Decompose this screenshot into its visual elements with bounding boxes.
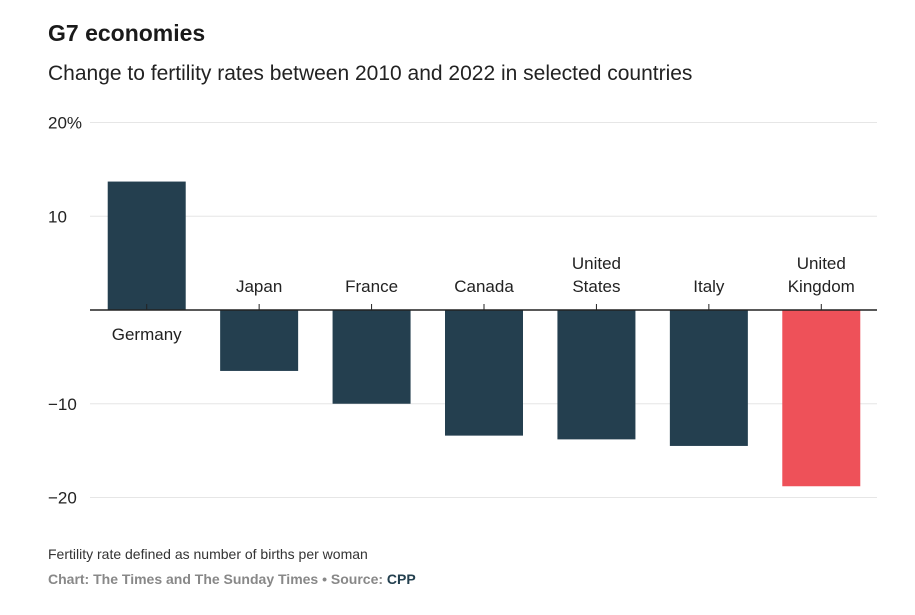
axes: 20% 10 −10 −20 — [48, 114, 877, 508]
bars — [107, 181, 861, 487]
chart-subtitle: Change to fertility rates between 2010 a… — [48, 62, 693, 85]
y-tick-label: −20 — [48, 489, 77, 508]
bar-italy — [669, 310, 748, 446]
category-label: Canada — [454, 277, 514, 296]
category-label: Kingdom — [788, 277, 855, 296]
category-label: Italy — [693, 277, 725, 296]
category-label: Germany — [112, 325, 182, 344]
category-label: States — [572, 277, 620, 296]
chart-title: G7 economies — [48, 20, 206, 46]
bar-canada — [445, 310, 523, 436]
y-tick-label: −10 — [48, 395, 77, 414]
bar-chart: 20% 10 −10 −20 Germany Japan France Canada Unit… — [48, 114, 877, 508]
gridlines — [90, 122, 877, 498]
category-label: Japan — [236, 277, 282, 296]
bar-germany — [107, 181, 186, 310]
category-label: United — [572, 254, 621, 273]
y-tick-label: 10 — [48, 207, 67, 226]
category-label: France — [345, 277, 398, 296]
category-labels: Germany Japan France Canada United States Ital… — [112, 254, 855, 344]
footnote: Fertility rate defined as number of birt… — [48, 546, 368, 562]
credit-line: Chart: The Times and The Sunday Times • … — [48, 571, 416, 587]
bar-japan — [220, 310, 299, 371]
bar-united-states — [557, 310, 636, 440]
y-tick-label: 20% — [48, 114, 82, 133]
source-link[interactable]: CPP — [386, 571, 416, 587]
bar-united-kingdom — [782, 310, 861, 487]
bar-france — [332, 310, 411, 404]
category-label: United — [797, 254, 846, 273]
credit-text: Chart: The Times and The Sunday Times • … — [48, 571, 387, 587]
